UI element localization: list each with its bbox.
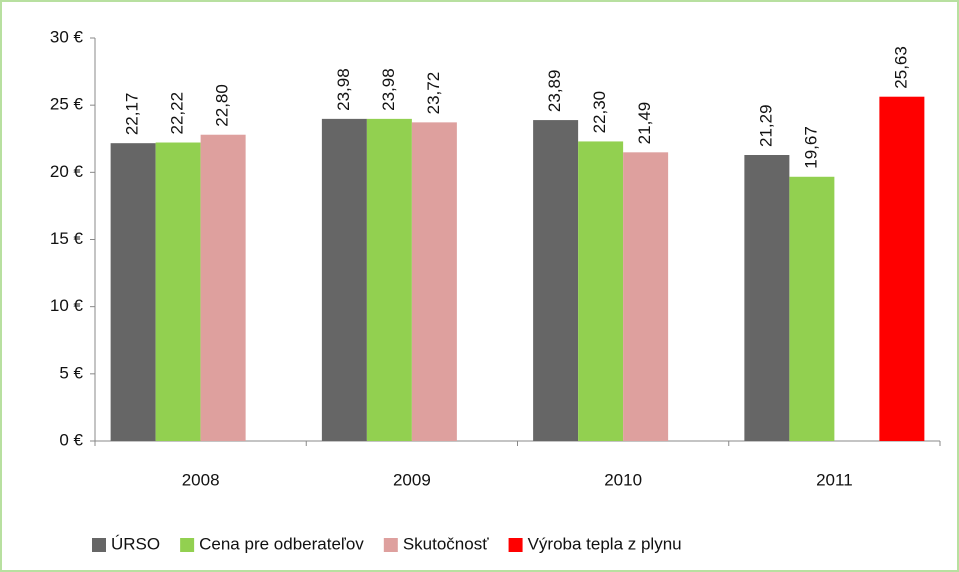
y-tick-label: 15 €: [50, 229, 84, 248]
data-label: 22,22: [168, 92, 187, 135]
legend-label: Skutočnosť: [403, 534, 489, 553]
bar: [155, 142, 201, 441]
data-label: 25,63: [891, 46, 910, 89]
x-tick-label: 2010: [604, 470, 642, 489]
x-tick-label: 2009: [393, 470, 431, 489]
data-label: 21,49: [635, 102, 654, 145]
bar: [578, 141, 624, 442]
bar: [879, 96, 925, 441]
data-label: 23,89: [545, 70, 564, 113]
y-tick-label: 10 €: [50, 296, 84, 315]
y-tick-label: 20 €: [50, 162, 84, 181]
legend-label: Cena pre odberateľov: [199, 534, 364, 553]
data-label: 21,29: [756, 104, 775, 147]
legend-label: ÚRSO: [111, 534, 160, 553]
legend-swatch: [383, 538, 398, 552]
x-tick-label: 2011: [816, 470, 853, 489]
bar: [789, 176, 835, 441]
bar: [411, 122, 457, 442]
legend-swatch: [180, 538, 195, 552]
legend-swatch: [508, 538, 523, 552]
y-tick-label: 0 €: [59, 430, 83, 449]
legend-swatch: [92, 538, 106, 552]
bar: [744, 155, 790, 441]
data-label: 23,98: [379, 68, 398, 111]
bar: [321, 118, 367, 442]
y-tick-label: 25 €: [50, 95, 84, 114]
bar: [533, 120, 579, 441]
bar: [110, 143, 156, 442]
bar: [623, 152, 669, 441]
data-label: 23,98: [334, 68, 353, 111]
y-tick-label: 5 €: [59, 363, 83, 382]
x-tick-label: 2008: [182, 470, 220, 489]
bar: [200, 134, 246, 441]
legend-label: Výroba tepla z plynu: [528, 534, 682, 553]
data-label: 19,67: [801, 126, 820, 169]
y-tick-label: 30 €: [50, 27, 84, 46]
data-label: 22,17: [123, 93, 142, 136]
data-label: 22,80: [213, 84, 232, 127]
data-label: 22,30: [590, 91, 609, 134]
data-label: 23,72: [424, 72, 443, 115]
bar: [366, 118, 412, 442]
